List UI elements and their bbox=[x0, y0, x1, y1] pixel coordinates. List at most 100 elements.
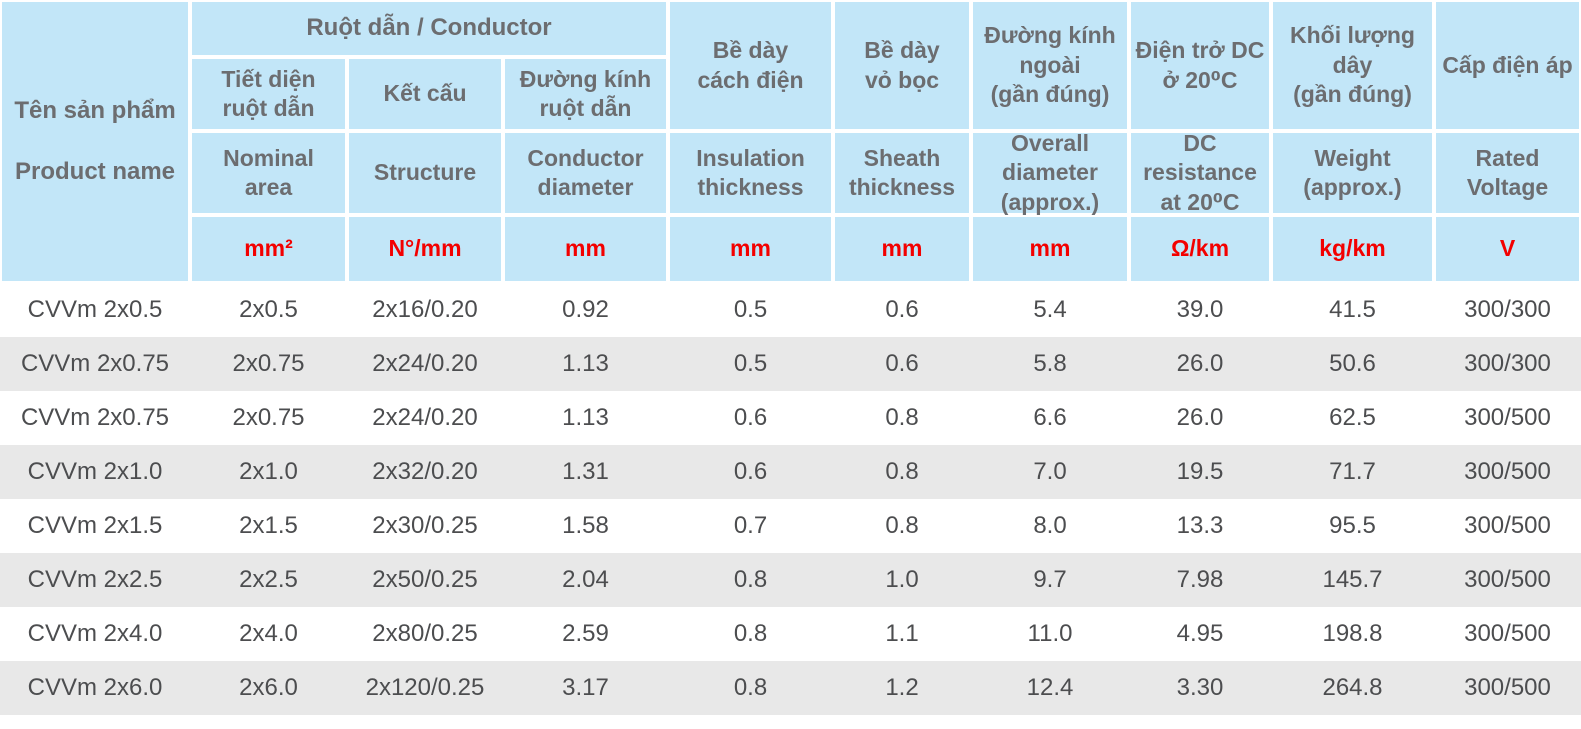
cell-weight: 198.8 bbox=[1322, 620, 1383, 647]
header-vi-overall-diameter: Đường kính ngoài (gần đúng) bbox=[971, 0, 1129, 131]
table-row: CVVm 2x0.5 2x0.5 2x16/0.20 0.92 0.5 0.6 … bbox=[0, 283, 1581, 337]
unit-weight: kg/km bbox=[1271, 215, 1434, 283]
product-name-en: Product name bbox=[14, 157, 176, 185]
cell-product-name: CVVm 2x6.0 bbox=[27, 674, 163, 701]
table-row: CVVm 2x4.0 2x4.0 2x80/0.25 2.59 0.8 1.1 … bbox=[0, 607, 1581, 661]
cell-dc-resistance: 39.0 bbox=[1176, 296, 1224, 323]
cell-overall-diameter: 7.0 bbox=[1033, 458, 1067, 485]
header-en-overall-diameter: Overall diameter (approx.) bbox=[971, 130, 1129, 215]
cell-insulation-thickness: 0.5 bbox=[733, 350, 768, 377]
header-vi-weight: Khối lượng dây (gần đúng) bbox=[1271, 0, 1434, 131]
header-en-conductor-diameter: Conductor diameter bbox=[503, 131, 668, 215]
cell-dc-resistance: 4.95 bbox=[1176, 620, 1224, 647]
header-vi-sheath-thickness: Bề dày vỏ bọc bbox=[833, 0, 971, 131]
cell-rated-voltage: 300/500 bbox=[1464, 674, 1551, 701]
table-row: CVVm 2x2.5 2x2.5 2x50/0.25 2.04 0.8 1.0 … bbox=[0, 553, 1581, 607]
cell-product-name: CVVm 2x1.5 bbox=[27, 512, 163, 539]
cell-overall-diameter: 6.6 bbox=[1033, 404, 1067, 431]
header-vi-conductor-diameter: Đường kính ruột dẫn bbox=[503, 57, 668, 131]
unit-structure: N°/mm bbox=[347, 215, 503, 283]
cell-nominal-area: 2x0.75 bbox=[232, 404, 305, 431]
header-en-weight: Weight (approx.) bbox=[1271, 131, 1434, 215]
cell-dc-resistance: 26.0 bbox=[1176, 404, 1224, 431]
cell-dc-resistance: 13.3 bbox=[1176, 512, 1224, 539]
cell-overall-diameter: 9.7 bbox=[1033, 566, 1067, 593]
cell-conductor-diameter: 1.13 bbox=[562, 404, 609, 431]
cell-conductor-diameter: 2.59 bbox=[562, 620, 609, 647]
cell-overall-diameter: 5.8 bbox=[1033, 350, 1067, 377]
cell-product-name: CVVm 2x2.5 bbox=[27, 566, 163, 593]
cell-nominal-area: 2x4.0 bbox=[239, 620, 298, 647]
cell-overall-diameter: 5.4 bbox=[1033, 296, 1067, 323]
header-conductor-group: Ruột dẫn / Conductor bbox=[190, 0, 668, 57]
bottom-margin bbox=[0, 715, 1581, 729]
header-en-insulation-thickness: Insulation thickness bbox=[668, 131, 833, 215]
cell-structure: 2x24/0.20 bbox=[372, 350, 478, 377]
cell-nominal-area: 2x0.5 bbox=[239, 296, 298, 323]
header-vi-nominal-area: Tiết diện ruột dẫn bbox=[190, 57, 347, 131]
header-vi-rated-voltage: Cấp điện áp bbox=[1434, 0, 1581, 131]
cell-dc-resistance: 26.0 bbox=[1176, 350, 1224, 377]
cell-rated-voltage: 300/300 bbox=[1464, 350, 1551, 377]
cell-insulation-thickness: 0.8 bbox=[733, 620, 768, 647]
cell-structure: 2x24/0.20 bbox=[372, 404, 478, 431]
table-row: CVVm 2x6.0 2x6.0 2x120/0.25 3.17 0.8 1.2… bbox=[0, 661, 1581, 715]
cell-conductor-diameter: 1.13 bbox=[562, 350, 609, 377]
cell-nominal-area: 2x2.5 bbox=[239, 566, 298, 593]
unit-overall-diameter: mm bbox=[971, 215, 1129, 283]
cell-product-name: CVVm 2x4.0 bbox=[27, 620, 163, 647]
product-name-vi: Tên sản phẩm bbox=[14, 96, 176, 124]
header-en-sheath-thickness: Sheath thickness bbox=[833, 131, 971, 215]
table-row: CVVm 2x0.75 2x0.75 2x24/0.20 1.13 0.6 0.… bbox=[0, 391, 1581, 445]
table-row: CVVm 2x0.75 2x0.75 2x24/0.20 1.13 0.5 0.… bbox=[0, 337, 1581, 391]
cell-dc-resistance: 19.5 bbox=[1176, 458, 1224, 485]
cell-sheath-thickness: 0.6 bbox=[885, 350, 919, 377]
cell-sheath-thickness: 0.6 bbox=[885, 296, 919, 323]
cell-dc-resistance: 7.98 bbox=[1176, 566, 1224, 593]
cell-dc-resistance: 3.30 bbox=[1176, 674, 1224, 701]
cell-insulation-thickness: 0.8 bbox=[733, 566, 768, 593]
cell-weight: 41.5 bbox=[1329, 296, 1376, 323]
cell-insulation-thickness: 0.6 bbox=[733, 458, 768, 485]
unit-sheath-thickness: mm bbox=[833, 215, 971, 283]
cell-rated-voltage: 300/500 bbox=[1464, 458, 1551, 485]
header-vi-structure: Kết cấu bbox=[347, 57, 503, 131]
cell-rated-voltage: 300/500 bbox=[1464, 566, 1551, 593]
cell-overall-diameter: 11.0 bbox=[1027, 620, 1073, 647]
header-vi-dc-resistance: Điện trở DC ở 20⁰C bbox=[1129, 0, 1271, 131]
table-header: Tên sản phẩm Product name Ruột dẫn / Con… bbox=[0, 0, 1581, 283]
cell-sheath-thickness: 1.0 bbox=[885, 566, 919, 593]
cell-product-name: CVVm 2x0.75 bbox=[20, 404, 170, 431]
unit-rated-voltage: V bbox=[1434, 215, 1581, 283]
cell-overall-diameter: 8.0 bbox=[1033, 512, 1067, 539]
cell-product-name: CVVm 2x1.0 bbox=[27, 458, 163, 485]
unit-nominal-area: mm² bbox=[190, 215, 347, 283]
cell-weight: 62.5 bbox=[1329, 404, 1376, 431]
unit-dc-resistance: Ω/km bbox=[1129, 215, 1271, 283]
cell-sheath-thickness: 0.8 bbox=[885, 458, 919, 485]
cell-sheath-thickness: 1.1 bbox=[885, 620, 919, 647]
cell-insulation-thickness: 0.8 bbox=[733, 674, 768, 701]
cell-structure: 2x30/0.25 bbox=[372, 512, 478, 539]
cell-weight: 95.5 bbox=[1329, 512, 1376, 539]
cell-structure: 2x32/0.20 bbox=[372, 458, 478, 485]
cell-structure: 2x16/0.20 bbox=[372, 296, 478, 323]
cell-weight: 50.6 bbox=[1329, 350, 1376, 377]
header-en-structure: Structure bbox=[347, 131, 503, 215]
cell-conductor-diameter: 1.58 bbox=[562, 512, 609, 539]
cell-insulation-thickness: 0.7 bbox=[733, 512, 768, 539]
cell-weight: 71.7 bbox=[1329, 458, 1376, 485]
cell-weight: 264.8 bbox=[1322, 674, 1383, 701]
cell-nominal-area: 2x1.0 bbox=[239, 458, 298, 485]
cell-rated-voltage: 300/300 bbox=[1464, 296, 1551, 323]
cell-structure: 2x80/0.25 bbox=[372, 620, 478, 647]
cell-conductor-diameter: 1.31 bbox=[562, 458, 609, 485]
cell-conductor-diameter: 2.04 bbox=[562, 566, 609, 593]
cell-sheath-thickness: 1.2 bbox=[885, 674, 919, 701]
cell-product-name: CVVm 2x0.5 bbox=[27, 296, 163, 323]
cell-insulation-thickness: 0.5 bbox=[733, 296, 768, 323]
header-vi-insulation-thickness: Bề dày cách điện bbox=[668, 0, 833, 131]
cell-insulation-thickness: 0.6 bbox=[733, 404, 768, 431]
cell-sheath-thickness: 0.8 bbox=[885, 404, 919, 431]
